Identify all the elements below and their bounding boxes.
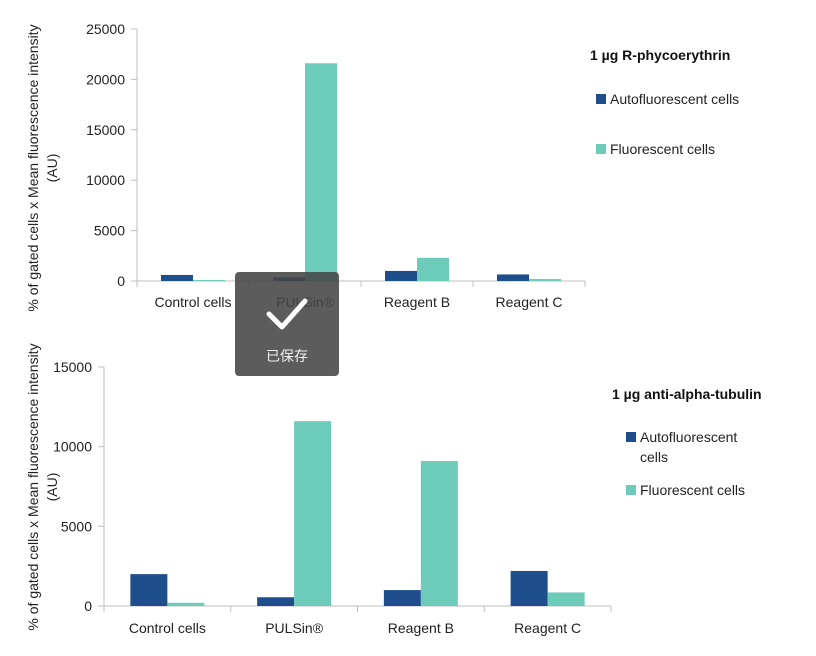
y-axis-label: (AU) xyxy=(44,154,60,183)
legend-label: cells xyxy=(640,449,668,465)
y-tick-label: 0 xyxy=(117,273,125,289)
y-tick-label: 15000 xyxy=(53,359,92,375)
category-label: Reagent C xyxy=(496,294,563,310)
legend-swatch xyxy=(626,432,636,442)
bar-autofluorescent xyxy=(510,570,548,606)
bar-autofluorescent xyxy=(130,574,168,606)
category-label: Control cells xyxy=(154,294,231,310)
saved-toast: 已保存 xyxy=(235,272,339,376)
bar-fluorescent xyxy=(294,421,332,606)
legend-swatch xyxy=(626,485,636,495)
bar-fluorescent xyxy=(420,461,458,606)
y-tick-label: 15000 xyxy=(86,122,125,138)
category-label: PULSin® xyxy=(265,620,323,636)
y-tick-label: 10000 xyxy=(53,439,92,455)
bar-fluorescent xyxy=(547,592,585,606)
category-label: Reagent B xyxy=(384,294,450,310)
y-tick-label: 0 xyxy=(84,598,92,614)
bar-fluorescent xyxy=(529,278,561,281)
category-label: Reagent B xyxy=(388,620,454,636)
y-axis-label: % of gated cells x Mean fluorescence int… xyxy=(25,343,41,630)
bar-fluorescent xyxy=(417,257,449,281)
bar-autofluorescent xyxy=(161,274,193,281)
bar-fluorescent xyxy=(305,63,337,281)
chart-anti-alpha-tubulin: 0 5000 10000 15000 Control cells PULSin® Reage… xyxy=(25,343,762,636)
checkmark-icon xyxy=(266,298,308,330)
bar-autofluorescent xyxy=(383,590,421,606)
category-label: Control cells xyxy=(129,620,206,636)
y-tick-label: 5000 xyxy=(61,518,92,534)
legend-swatch xyxy=(596,94,606,104)
legend-label: Autofluorescent cells xyxy=(610,91,739,107)
bar-autofluorescent xyxy=(385,270,417,281)
y-axis-label: (AU) xyxy=(44,473,60,502)
legend-label: Fluorescent cells xyxy=(610,141,715,157)
y-axis-label: % of gated cells x Mean fluorescence int… xyxy=(25,24,41,311)
legend-label: Autofluorescent xyxy=(640,429,737,445)
chart-title: 1 µg anti-alpha-tubulin xyxy=(612,386,762,402)
bar-autofluorescent xyxy=(497,274,529,281)
chart-title: 1 µg R-phycoerythrin xyxy=(590,47,730,63)
y-tick-label: 25000 xyxy=(86,21,125,37)
y-tick-label: 10000 xyxy=(86,172,125,188)
y-tick-label: 20000 xyxy=(86,71,125,87)
legend-label: Fluorescent cells xyxy=(640,482,745,498)
y-tick-label: 5000 xyxy=(94,223,125,239)
legend-swatch xyxy=(596,144,606,154)
bar-fluorescent xyxy=(193,279,225,281)
category-label: Reagent C xyxy=(514,620,581,636)
bar-fluorescent xyxy=(167,602,205,606)
toast-label: 已保存 xyxy=(266,349,308,365)
bar-autofluorescent xyxy=(257,597,295,606)
